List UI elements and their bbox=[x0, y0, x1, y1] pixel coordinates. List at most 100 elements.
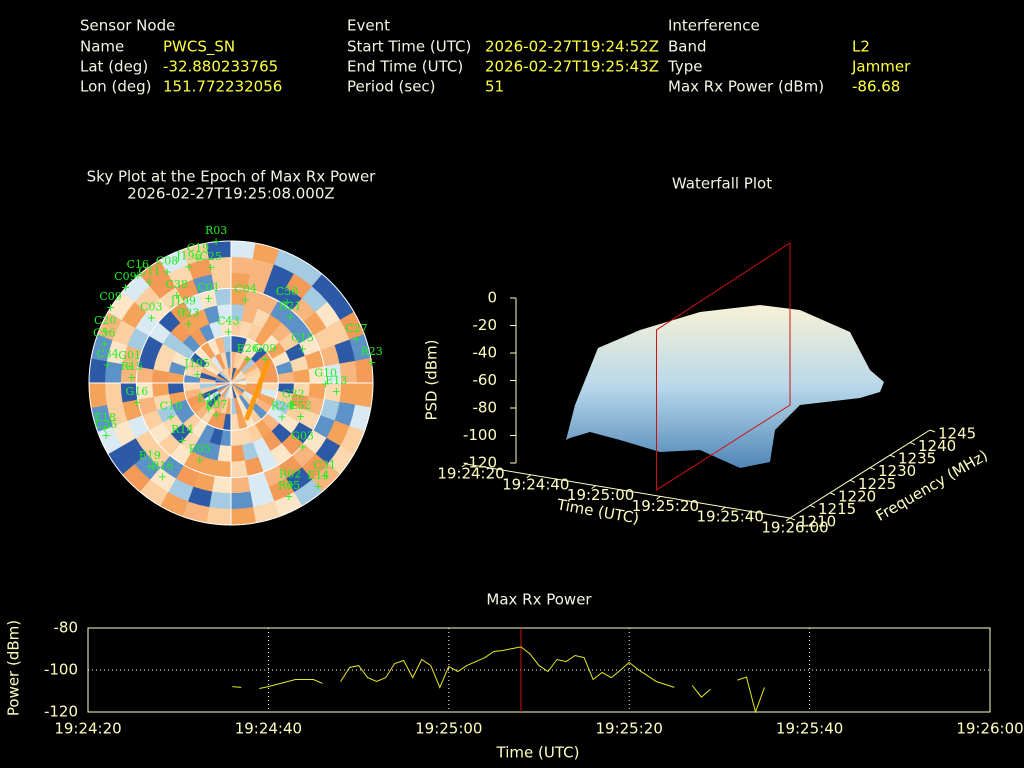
epoch-plane bbox=[656, 242, 791, 491]
satellite-marker: + bbox=[100, 337, 109, 350]
y-tick-label: 1245 bbox=[938, 425, 976, 443]
section-title: Event bbox=[347, 17, 390, 35]
satellite-marker: + bbox=[206, 261, 215, 274]
satellite-label: C20 bbox=[94, 314, 116, 327]
z-tick-label: -120 bbox=[463, 454, 497, 472]
satellite-marker: + bbox=[314, 480, 323, 493]
sky-cell bbox=[211, 475, 232, 494]
z-tick-label: -40 bbox=[473, 344, 498, 362]
satellite-label: C16 bbox=[127, 258, 149, 271]
sky-title: Sky Plot at the Epoch of Max Rx Power bbox=[87, 168, 377, 186]
satellite-label: R21 bbox=[279, 299, 301, 312]
satellite-label: C03 bbox=[140, 300, 162, 313]
satellite-marker: + bbox=[158, 470, 167, 483]
satellite-marker: + bbox=[212, 409, 221, 422]
z-axis-label: PSD (dBm) bbox=[423, 339, 441, 420]
sky-cell bbox=[88, 382, 107, 408]
y-tick-label: 1215 bbox=[818, 500, 856, 518]
satellite-label: C34 bbox=[96, 348, 118, 361]
x-tick-label: 19:24:40 bbox=[235, 720, 302, 738]
z-tick-label: -80 bbox=[473, 399, 498, 417]
y-tick-label: -100 bbox=[44, 661, 78, 679]
satellite-label: G03 bbox=[291, 429, 314, 442]
satellite-marker: + bbox=[260, 353, 269, 366]
satellite-marker: + bbox=[101, 325, 110, 338]
sky-cell bbox=[230, 444, 245, 463]
z-tick-label: -60 bbox=[473, 371, 498, 389]
field-value: 151.772232056 bbox=[163, 78, 282, 96]
satellite-marker: + bbox=[277, 410, 286, 423]
field-label: Band bbox=[668, 38, 707, 56]
satellite-label: C35 bbox=[95, 418, 117, 431]
satellite-label: C56 bbox=[93, 326, 115, 339]
sky-cell bbox=[230, 475, 251, 494]
y-tick-label: 1230 bbox=[878, 462, 916, 480]
satellite-marker: + bbox=[298, 343, 307, 356]
y-tick-label: -80 bbox=[54, 619, 79, 637]
sky-cell bbox=[230, 507, 256, 526]
satellite-marker: + bbox=[204, 403, 213, 416]
field-value: PWCS_SN bbox=[163, 38, 235, 57]
satellite-marker: + bbox=[284, 490, 293, 503]
satellite-marker: + bbox=[100, 422, 109, 435]
sky-cell bbox=[230, 256, 254, 275]
satellite-label: R14 bbox=[171, 423, 193, 436]
x-tick-label: 19:25:00 bbox=[567, 486, 634, 504]
satellite-label: R24 bbox=[271, 399, 293, 412]
sky-cell bbox=[206, 507, 232, 526]
sky-cell bbox=[292, 369, 311, 384]
y-tick-label: 1235 bbox=[898, 450, 936, 468]
satellite-label: R23 bbox=[360, 345, 382, 358]
satellite-label: C09 bbox=[114, 270, 136, 283]
sky-subtitle: 2026-02-27T19:25:08.000Z bbox=[127, 185, 334, 203]
satellite-label: J196 bbox=[175, 249, 201, 262]
satellite-marker: + bbox=[133, 269, 142, 282]
satellite-marker: + bbox=[321, 378, 330, 391]
frequency-axis bbox=[789, 429, 931, 519]
y-tick bbox=[789, 517, 796, 521]
satellite-label: C43 bbox=[217, 315, 239, 328]
satellite-marker: + bbox=[184, 317, 193, 330]
field-label: Period (sec) bbox=[347, 78, 436, 96]
x-tick bbox=[785, 517, 791, 522]
satellite-label: C19 bbox=[187, 242, 209, 255]
field-label: Lon (deg) bbox=[80, 78, 152, 96]
sky-cell bbox=[230, 460, 248, 478]
y-tick-label: 1210 bbox=[798, 513, 836, 531]
field-value: 2026-02-27T19:25:43Z bbox=[485, 58, 659, 76]
x-tick bbox=[656, 495, 661, 500]
satellite-marker: + bbox=[204, 292, 213, 305]
time-axis bbox=[465, 463, 791, 519]
satellite-label: G16 bbox=[125, 385, 148, 398]
satellite-label: E13 bbox=[325, 374, 347, 387]
satellite-marker: + bbox=[193, 253, 202, 266]
z-tick-label: 0 bbox=[487, 289, 497, 307]
satellite-label: E14 bbox=[307, 469, 329, 482]
waterfall-title: Waterfall Plot bbox=[672, 175, 772, 193]
satellite-label: E18 bbox=[94, 411, 116, 424]
satellite-label: C23 bbox=[177, 306, 199, 319]
header: Sensor Node Name PWCS_SN Lat (deg) -32.88023… bbox=[80, 17, 911, 96]
x-tick bbox=[461, 463, 467, 468]
satellite-label: C25 bbox=[200, 250, 222, 263]
satellite-marker: + bbox=[352, 333, 361, 346]
satellite-marker: + bbox=[178, 434, 187, 447]
x-tick-label: 19:25:20 bbox=[596, 720, 663, 738]
satellite-label: C58 bbox=[276, 285, 298, 298]
y-tick-label: 1225 bbox=[858, 475, 896, 493]
satellite-label: C10 bbox=[160, 400, 182, 413]
satellite-marker: + bbox=[125, 360, 134, 373]
satellite-marker: + bbox=[121, 281, 130, 294]
x-tick-label: 19:25:40 bbox=[697, 508, 764, 526]
satellite-label: C09 bbox=[99, 290, 121, 303]
field-label: Max Rx Power (dBm) bbox=[668, 78, 824, 96]
satellite-marker: + bbox=[101, 429, 110, 442]
x-tick bbox=[720, 506, 726, 511]
power-line bbox=[232, 646, 765, 714]
satellite-marker: + bbox=[224, 326, 233, 339]
satellite-marker: + bbox=[166, 411, 175, 424]
sky-cell bbox=[355, 382, 374, 408]
section-title: Sensor Node bbox=[80, 17, 175, 35]
satellite-label: C27 bbox=[345, 322, 367, 335]
